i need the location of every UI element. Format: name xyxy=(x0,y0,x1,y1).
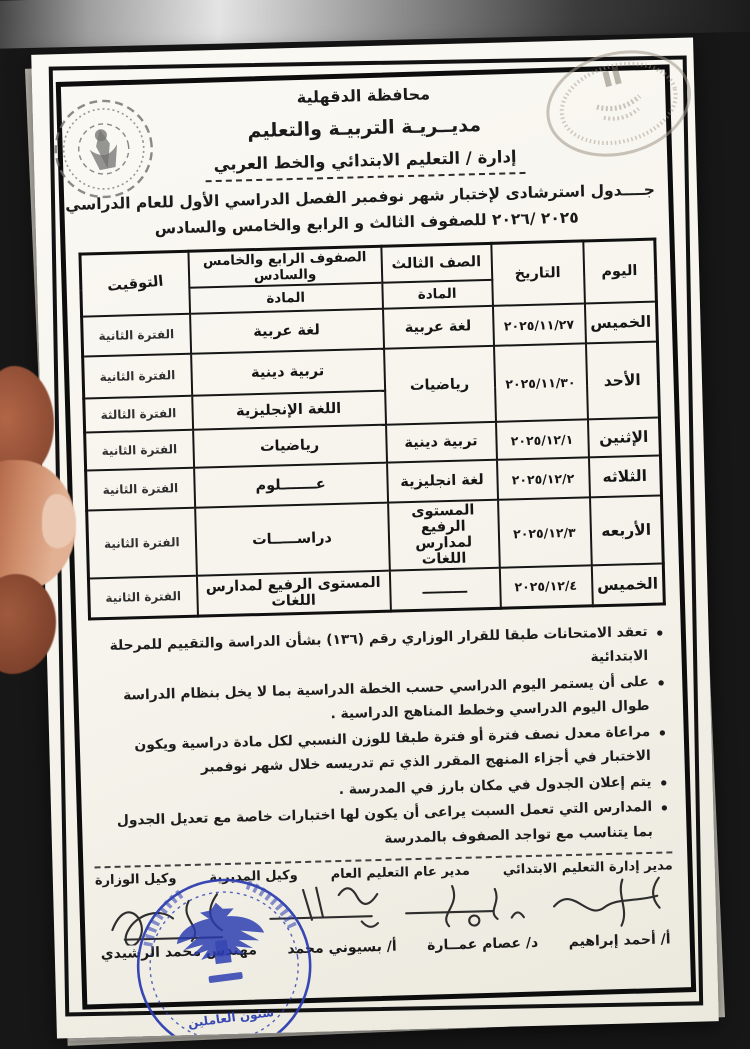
grade3-column-header: الصف الثالث xyxy=(380,243,492,283)
date-cell: ٢٠٢٥/١١/٣٠ xyxy=(493,343,588,422)
grades456-subject-cell: اللغة الإنجليزية xyxy=(191,390,386,430)
grade3-subject-cell: تربية دينية xyxy=(385,421,497,463)
timing-cell: الفترة الثالثة xyxy=(83,395,193,433)
timing-cell: الفترة الثانية xyxy=(82,353,192,399)
finger xyxy=(0,574,56,674)
date-cell: ٢٠٢٥/١٢/١ xyxy=(495,419,589,460)
thumbnail xyxy=(42,494,76,548)
timing-cell: الفترة الثانية xyxy=(84,429,194,471)
date-cell: ٢٠٢٥/١٢/٤ xyxy=(499,565,593,608)
signature-name: أ/ أحمد إبراهيم xyxy=(568,931,671,951)
day-cell: الثلاثه xyxy=(588,455,662,498)
date-cell: ٢٠٢٥/١٢/٣ xyxy=(497,497,592,568)
document-page: محافظة الدقهلية مديــريـة التربيـة والتع… xyxy=(31,37,719,1039)
page-content: محافظة الدقهلية مديــريـة التربيـة والتع… xyxy=(65,79,676,1002)
exam-schedule-table: اليوم التاريخ الصف الثالث الصفوف الرابع … xyxy=(78,237,666,621)
timing-cell: الفترة الثانية xyxy=(86,507,197,579)
grade3-subject-cell: لغة عربية xyxy=(382,305,494,349)
day-cell: الخميس xyxy=(591,563,665,606)
grades456-column-header: الصفوف الرابع والخامس والسادس xyxy=(187,246,382,288)
grades456-subject-cell: دراســـــات xyxy=(194,502,390,576)
grade3-subject-cell: رياضيات xyxy=(383,345,496,425)
timing-cell: الفترة الثانية xyxy=(85,467,195,511)
grades456-subject-cell: رياضيات xyxy=(192,424,387,468)
grade3-subject-cell: لغة انجليزية xyxy=(386,459,498,503)
notes-list: تعقد الامتحانات طبقا للقرار الوزاري رقم … xyxy=(90,619,670,859)
eagle-official-stamp-icon: شئون العاملين xyxy=(117,855,331,1039)
ministry-oval-stamp-icon xyxy=(526,38,711,182)
day-cell: الخميس xyxy=(584,301,658,344)
grade3-subject-subheader: المادة xyxy=(381,279,493,309)
grades456-subject-cell: تربية دينية xyxy=(190,348,385,396)
timing-cell: الفترة الثانية xyxy=(81,313,191,357)
day-cell: الأحد xyxy=(585,341,660,420)
hand-holding-page xyxy=(0,366,84,674)
department-name: إدارة / التعليم الابتدائي والخط العربي xyxy=(205,146,526,183)
grade3-subject-cell: ـــــــــ xyxy=(389,567,501,611)
stamp-bottom-text: شئون العاملين xyxy=(187,1005,275,1031)
document-title-line2: ٢٠٢٥ /٢٠٢٦ للصفوف الثالث و الرابع والخام… xyxy=(154,208,579,238)
date-cell: ٢٠٢٥/١١/٢٧ xyxy=(492,303,586,346)
date-column-header: التاريخ xyxy=(490,240,585,306)
day-cell: الإثنين xyxy=(587,417,661,458)
day-column-header: اليوم xyxy=(582,239,657,304)
timing-column-header: التوقيت xyxy=(79,251,190,317)
grades456-subject-cell: عـــــــلوم xyxy=(193,462,388,508)
date-cell: ٢٠٢٥/١٢/٢ xyxy=(496,457,590,500)
grade3-subject-cell: المستوى الرفيع لمدارس اللغات xyxy=(387,499,500,571)
grades456-subject-cell: المستوى الرفيع لمدارس اللغات xyxy=(196,570,391,616)
round-seal-stamp-icon xyxy=(40,85,167,212)
grades456-subject-cell: لغة عربية xyxy=(189,308,384,354)
day-cell: الأربعه xyxy=(589,495,664,566)
signature-name: د/ عصام عمــارة xyxy=(426,935,539,955)
timing-cell: الفترة الثانية xyxy=(88,575,198,619)
